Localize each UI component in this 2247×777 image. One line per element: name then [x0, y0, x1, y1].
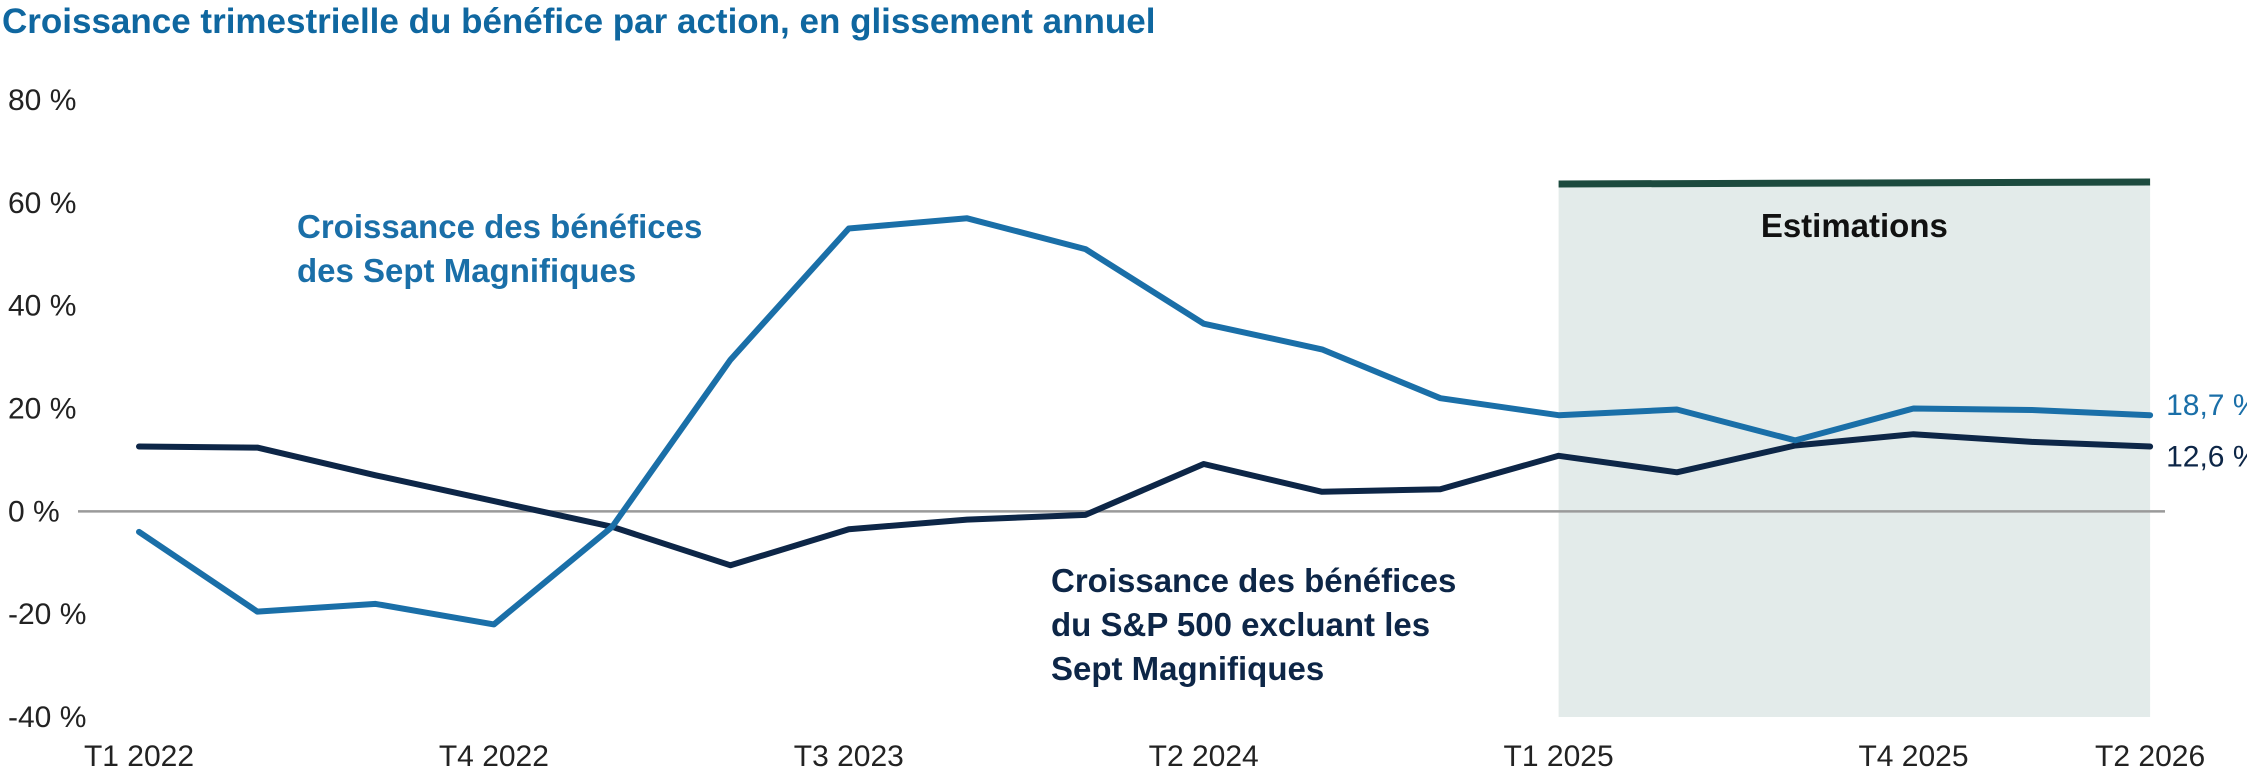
y-tick-label: 20 % — [8, 393, 76, 426]
forecast-label: Estimations — [1761, 207, 1948, 244]
forecast-bar — [1558, 178, 2151, 188]
x-tick-label: T4 2022 — [439, 740, 549, 773]
series-line — [136, 431, 2154, 569]
x-axis: T1 2022 T4 2022 T3 2023 T2 2024 T1 2025 T4 20… — [84, 740, 2205, 773]
series-end-label: 12,6 % — [2166, 441, 2247, 474]
x-tick-label: T1 2025 — [1504, 740, 1614, 773]
series-line — [136, 215, 2154, 628]
chart-title: Croissance trimestrielle du bénéfice par… — [2, 2, 1156, 41]
y-tick-label: -20 % — [8, 598, 86, 631]
y-tick-label: 0 % — [8, 495, 60, 528]
series-label: Croissance des bénéfices — [297, 208, 702, 245]
series-lines — [136, 215, 2154, 628]
series-label: Sept Magnifiques — [1051, 650, 1324, 687]
series-label: des Sept Magnifiques — [297, 252, 636, 289]
forecast-region: Estimations — [1558, 178, 2151, 717]
x-tick-label: T1 2022 — [84, 740, 194, 773]
y-tick-label: 60 % — [8, 187, 76, 220]
y-axis: 80 % 60 % 40 % 20 % 0 % -20 % -40 % — [8, 84, 2165, 734]
y-tick-label: 40 % — [8, 290, 76, 323]
x-tick-label: T2 2024 — [1149, 740, 1259, 773]
x-tick-label: T2 2026 — [2095, 740, 2205, 773]
forecast-shading — [1558, 184, 2151, 717]
x-tick-label: T3 2023 — [794, 740, 904, 773]
x-tick-label: T4 2025 — [1858, 740, 1968, 773]
series-label: Croissance des bénéfices — [1051, 562, 1456, 599]
series-end-label: 18,7 % — [2166, 389, 2247, 422]
series-labels: Croissance des bénéfices des Sept Magnifi… — [297, 208, 2247, 687]
series-label: du S&P 500 excluant les — [1051, 606, 1430, 643]
y-tick-label: 80 % — [8, 84, 76, 117]
y-tick-label: -40 % — [8, 701, 86, 734]
